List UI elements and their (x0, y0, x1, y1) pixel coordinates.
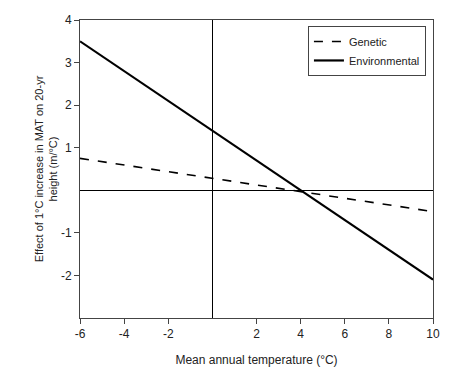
svg-text:Environmental: Environmental (349, 55, 419, 67)
svg-text:3: 3 (65, 56, 72, 70)
svg-text:2: 2 (65, 98, 72, 112)
svg-text:4: 4 (297, 327, 304, 341)
svg-text:Effect of 1°C increase in MAT: Effect of 1°C increase in MAT on 20-yrhe… (33, 75, 59, 262)
svg-text:-1: -1 (61, 226, 72, 240)
svg-text:-2: -2 (61, 269, 72, 283)
svg-text:Mean annual temperature (°C): Mean annual temperature (°C) (175, 353, 337, 367)
svg-text:8: 8 (386, 327, 393, 341)
svg-text:2: 2 (253, 327, 260, 341)
svg-text:1: 1 (65, 141, 72, 155)
svg-text:4: 4 (65, 13, 72, 27)
svg-text:6: 6 (341, 327, 348, 341)
svg-text:-6: -6 (75, 327, 86, 341)
svg-text:10: 10 (426, 327, 440, 341)
svg-text:-4: -4 (119, 327, 130, 341)
svg-text:Genetic: Genetic (349, 36, 387, 48)
svg-text:-2: -2 (163, 327, 174, 341)
